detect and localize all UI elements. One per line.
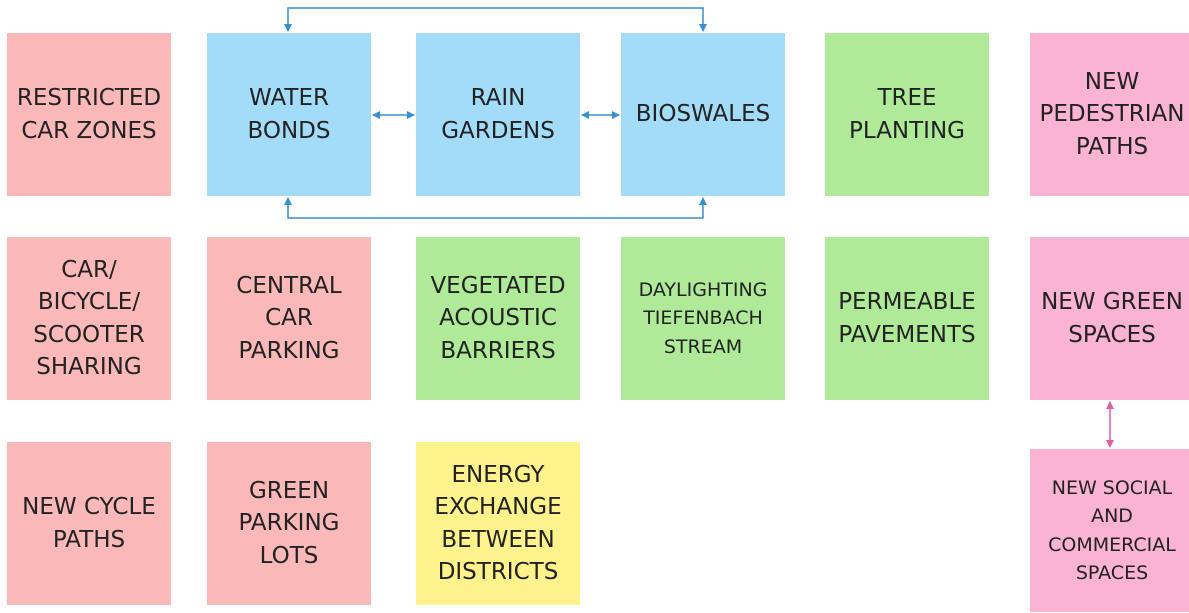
node-label: BARRIERS: [440, 337, 556, 364]
node-label: ENERGY: [451, 462, 545, 489]
node: NEW CYCLE PATHS: [7, 442, 171, 605]
node-label: BETWEEN: [441, 526, 555, 553]
node-label: NEW CYCLE: [22, 494, 156, 521]
node-label: BIOSWALES: [635, 101, 771, 128]
node-label: SPACES: [1068, 321, 1156, 348]
node-label: NEW SOCIAL: [1051, 476, 1173, 499]
node: RAIN GARDENS: [416, 33, 580, 196]
node: WATER BONDS: [207, 33, 371, 196]
node-label: DAYLIGHTING: [638, 278, 768, 301]
node-label: PLANTING: [848, 117, 965, 144]
node-label: SHARING: [36, 353, 142, 380]
node-label: PAVEMENTS: [838, 321, 976, 348]
node-label: PERMEABLE: [838, 289, 976, 316]
node: DAYLIGHTING TIEFENBACH STREAM: [621, 237, 785, 400]
node-label: STREAM: [663, 335, 743, 358]
node-label: SPACES: [1075, 562, 1149, 584]
node-label: BICYCLE/: [37, 289, 141, 316]
node: NEW SOCIAL AND COMMERCIAL SPACES: [1030, 449, 1189, 612]
node-label: COMMERCIAL: [1048, 533, 1176, 556]
node-label: VEGETATED: [430, 273, 566, 300]
node-label: NEW: [1084, 69, 1140, 96]
node-label: PARKING: [238, 337, 340, 364]
node: PERMEABLE PAVEMENTS: [825, 237, 989, 400]
node-label: GARDENS: [441, 117, 555, 144]
node-label: CAR ZONES: [21, 117, 157, 144]
node: NEW GREEN SPACES: [1030, 237, 1189, 400]
node-label: DISTRICTS: [437, 558, 559, 585]
node-label: AND: [1091, 505, 1133, 527]
node: NEW PEDESTRIAN PATHS: [1030, 33, 1189, 196]
node-label: WATER: [249, 85, 329, 112]
node-label: SCOOTER: [33, 321, 145, 348]
node-label: EXCHANGE: [434, 494, 562, 521]
node-label: PARKING: [238, 510, 340, 537]
node: CENTRAL CAR PARKING: [207, 237, 371, 400]
node-label: TREE: [877, 85, 937, 112]
node: GREEN PARKING LOTS: [207, 442, 371, 605]
node-label: PEDESTRIAN: [1039, 101, 1185, 128]
node-label: PATHS: [1075, 133, 1149, 160]
arrow: [284, 7, 707, 32]
node: VEGETATED ACOUSTIC BARRIERS: [416, 237, 580, 400]
node-label: CAR/: [61, 257, 117, 284]
node: ENERGY EXCHANGE BETWEEN DISTRICTS: [416, 442, 580, 605]
node-label: BONDS: [247, 117, 331, 144]
node-label: CENTRAL: [236, 273, 342, 300]
node-label: CAR: [265, 305, 313, 332]
node-label: LOTS: [259, 542, 319, 569]
node: BIOSWALES: [621, 33, 785, 196]
node-label: GREEN: [248, 478, 330, 505]
node-label: TIEFENBACH: [643, 307, 763, 330]
arrow: [284, 197, 707, 219]
node-label: NEW GREEN: [1041, 289, 1183, 316]
node-label: PATHS: [52, 526, 126, 553]
node-label: RESTRICTED: [16, 85, 162, 112]
node: CAR/BICYCLE/SCOOTER SHARING: [7, 237, 171, 400]
node: RESTRICTED CAR ZONES: [7, 33, 171, 196]
node-label: ACOUSTIC: [439, 305, 557, 332]
node: TREE PLANTING: [825, 33, 989, 196]
node-label: RAIN: [470, 85, 526, 112]
